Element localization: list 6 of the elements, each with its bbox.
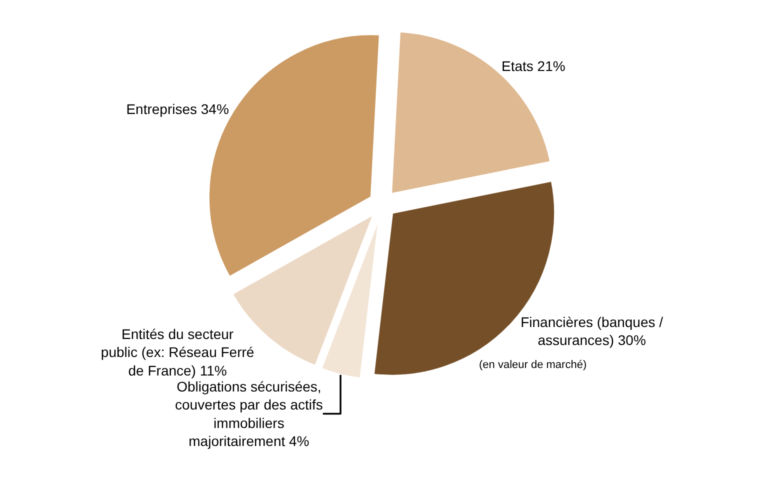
- slice-label: Entités du secteur public (ex: Réseau Ferré de France) 11%: [100, 326, 254, 378]
- slice-label: Obligations sécurisées, couvertes par des actifs immobiliers majoritairement 4%: [175, 378, 323, 450]
- slice-label: Financières (banques / assurances) 30%: [520, 314, 664, 348]
- slice-label: Etats 21%: [502, 58, 566, 74]
- text: (en valeur de marché): [479, 359, 587, 371]
- slice-label: Entreprises 34%: [126, 101, 229, 118]
